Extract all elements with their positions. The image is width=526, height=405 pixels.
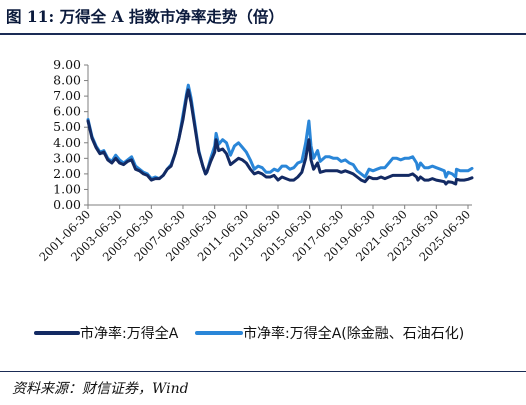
title-rule [0,33,526,35]
source-note: 资料来源：财信证券，Wind [12,381,189,397]
y-tick-label: 8.00 [53,73,81,88]
y-tick-label: 9.00 [53,57,81,72]
y-tick-label: 4.00 [53,135,81,150]
y-tick-label: 5.00 [53,119,81,134]
y-tick-label: 2.00 [53,166,81,181]
y-tick-label: 3.00 [53,150,81,165]
y-tick-label: 0.00 [53,197,81,212]
y-tick-label: 1.00 [53,181,81,196]
series-line-1 [86,88,474,186]
figure-title: 图 11: 万得全 A 指数市净率走势（倍） [6,7,284,26]
legend-label-1: 市净率:万得全A [80,325,179,342]
legend-label-2: 市净率:万得全A(除金融、石油石化) [243,325,464,342]
source-rule [0,371,526,372]
legend: 市净率:万得全A 市净率:万得全A(除金融、石油石化) [34,325,464,342]
y-tick-label: 7.00 [53,88,81,103]
x-axis: 2001-06-302003-06-302005-06-302007-06-30… [36,204,473,264]
series-lines [86,83,474,186]
y-axis: 0.001.002.003.004.005.006.007.008.009.00 [53,57,89,212]
series-line-2 [86,83,474,181]
y-tick-label: 6.00 [53,104,81,119]
